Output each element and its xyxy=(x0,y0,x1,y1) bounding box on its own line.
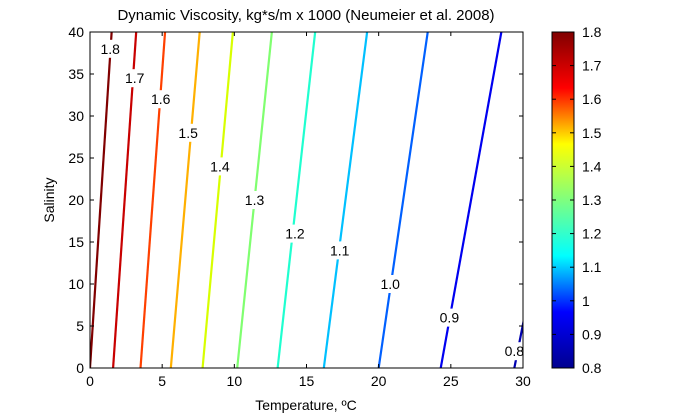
x-axis-label: Temperature, ºC xyxy=(255,397,357,413)
contour-line-1.7 xyxy=(111,32,138,368)
colorbar-tick-label: 0.8 xyxy=(582,360,602,376)
colorbar-tick-label: 1.3 xyxy=(582,192,602,208)
x-tick-label: 25 xyxy=(443,373,459,389)
contour-label: 1.8 xyxy=(100,41,120,57)
contour-label: 1.3 xyxy=(245,192,265,208)
contour-label-bg xyxy=(175,123,202,142)
contour-line-1.2 xyxy=(276,32,317,368)
contour-label: 1.1 xyxy=(330,242,350,258)
colorbar-tick-label: 1.4 xyxy=(582,158,602,174)
x-tick-label: 5 xyxy=(158,373,166,389)
contour-label: 1.0 xyxy=(380,276,400,292)
contour-line-1.6 xyxy=(139,32,167,368)
contour-label: 1.7 xyxy=(125,70,145,86)
y-tick-label: 20 xyxy=(68,192,84,208)
y-axis: 0 5 10 15 20 25 30 35 40 xyxy=(68,24,523,376)
y-tick-label: 30 xyxy=(68,108,84,124)
contour-line-1.0 xyxy=(377,32,429,368)
y-tick-label: 35 xyxy=(68,66,84,82)
colorbar-tick-label: 1.7 xyxy=(582,58,602,74)
x-tick-label: 30 xyxy=(515,373,531,389)
contour-labels: 1.8 1.7 1.6 1.5 1.4 1.3 1.2 1.1 1.0 0.9 0.8 xyxy=(97,39,528,361)
colorbar-tick-label: 1 xyxy=(582,293,590,309)
y-tick-label: 25 xyxy=(68,150,84,166)
contour-label: 1.4 xyxy=(210,158,230,174)
contour-line-1.1 xyxy=(322,32,369,368)
x-tick-label: 0 xyxy=(86,373,94,389)
contour-line-1.8 xyxy=(90,32,113,368)
y-tick-label: 40 xyxy=(68,24,84,40)
colorbar-tick-label: 1.2 xyxy=(582,226,602,242)
contour-label: 0.8 xyxy=(505,343,525,359)
colorbar-tick-label: 0.9 xyxy=(582,326,602,342)
contour-label-bg xyxy=(436,308,463,327)
colorbar-tick-label: 1.1 xyxy=(582,259,602,275)
chart-title: Dynamic Viscosity, kg*s/m x 1000 (Neumei… xyxy=(117,7,494,24)
contour-label-bg xyxy=(147,90,174,109)
contour-label-bg xyxy=(241,191,268,209)
contour-line-1.4 xyxy=(201,32,234,368)
contour-label-bg xyxy=(97,39,124,58)
x-tick-label: 15 xyxy=(299,373,315,389)
x-axis: 0 5 10 15 20 25 30 xyxy=(86,32,531,389)
contour-label: 0.9 xyxy=(440,310,460,326)
colorbar-tick-label: 1.6 xyxy=(582,91,602,107)
contour-label-bg xyxy=(326,241,353,260)
y-tick-label: 10 xyxy=(68,276,84,292)
contour-label-bg xyxy=(501,342,528,361)
contour-line-1.5 xyxy=(169,32,201,368)
y-tick-label: 15 xyxy=(68,234,84,250)
y-axis-label: Salinity xyxy=(41,177,57,222)
x-tick-label: 10 xyxy=(227,373,243,389)
contour-label: 1.6 xyxy=(151,91,171,107)
contour-label: 1.5 xyxy=(178,125,198,141)
contour-label-bg xyxy=(281,224,308,243)
colorbar-tick-label: 1.8 xyxy=(582,24,602,40)
contour-label-bg xyxy=(377,275,404,293)
contour-label-bg xyxy=(206,157,233,176)
y-tick-label: 0 xyxy=(76,360,84,376)
contour-label-bg xyxy=(121,69,148,88)
colorbar-tick-label: 1.5 xyxy=(582,125,602,141)
contour-label: 1.2 xyxy=(285,226,305,242)
x-tick-label: 20 xyxy=(371,373,387,389)
colorbar-ticks: 0.8 0.9 1 1.1 1.2 1.3 1.4 1.5 1.6 1.7 1.8 xyxy=(552,24,602,376)
y-tick-label: 5 xyxy=(76,318,84,334)
